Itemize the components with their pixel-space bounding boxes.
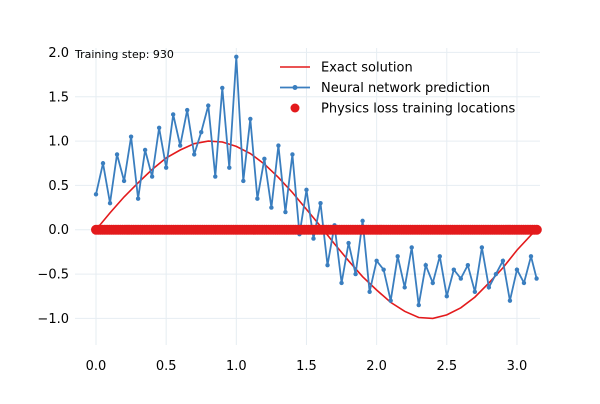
prediction-point: [388, 298, 393, 303]
prediction-point: [409, 245, 414, 250]
x-tick-label: 2.5: [436, 359, 457, 374]
prediction-point: [199, 130, 204, 135]
prediction-point: [192, 152, 197, 157]
x-tick-label: 1.5: [296, 359, 317, 374]
y-tick-label: 1.5: [48, 90, 69, 105]
prediction-point: [367, 289, 372, 295]
prediction-point: [262, 156, 267, 162]
prediction-point: [290, 152, 295, 157]
prediction-point: [507, 298, 513, 303]
prediction-point: [269, 205, 274, 210]
prediction-point: [444, 294, 449, 299]
data-layer: [91, 54, 542, 320]
x-tick-label: 0.0: [86, 359, 107, 374]
prediction-point: [206, 103, 211, 108]
prediction-point: [170, 112, 176, 117]
grid-layer: [75, 48, 540, 345]
prediction-point: [213, 174, 218, 179]
prediction-point: [276, 143, 281, 148]
prediction-point: [381, 267, 386, 272]
prediction-point: [339, 280, 344, 286]
y-tick-label: −0.5: [37, 268, 69, 283]
prediction-point: [283, 209, 288, 215]
y-tick-label: 0.0: [48, 223, 69, 238]
legend-label: Exact solution: [321, 61, 413, 76]
x-tick-label: 3.0: [507, 359, 528, 374]
x-tick-label: 1.0: [226, 359, 247, 374]
prediction-point: [500, 258, 506, 263]
legend-training-swatch: [290, 103, 300, 113]
prediction-point: [121, 178, 127, 184]
prediction-point: [521, 280, 527, 286]
prediction-point: [107, 200, 113, 206]
prediction-point: [346, 240, 351, 246]
prediction-point: [311, 236, 316, 241]
legend-label: Physics loss training locations: [321, 102, 516, 117]
prediction-point: [93, 192, 99, 197]
prediction-point: [479, 245, 485, 250]
y-tick-label: 2.0: [48, 46, 69, 61]
prediction-point: [248, 116, 253, 122]
legend-label: Neural network prediction: [321, 81, 490, 96]
legend-prediction-marker: [292, 85, 298, 90]
prediction-point: [185, 107, 190, 113]
prediction-point: [177, 143, 183, 148]
prediction-point: [360, 218, 365, 224]
prediction-point: [325, 263, 330, 268]
prediction-point: [458, 276, 464, 281]
prediction-point: [227, 165, 232, 170]
axis-layer: 0.0 0.5 1.0 1.5 2.0 2.5 3.0 −1.0 −0.5 0.0 0.5 1.0 1.…: [37, 46, 527, 374]
prediction-point: [100, 161, 106, 166]
prediction-point: [374, 258, 379, 263]
prediction-point: [135, 196, 141, 201]
prediction-point: [304, 187, 309, 193]
prediction-point: [514, 267, 520, 272]
prediction-point: [430, 280, 435, 286]
prediction-point: [437, 254, 442, 259]
prediction-point: [451, 267, 457, 272]
prediction-point: [318, 200, 323, 206]
y-tick-label: −1.0: [37, 312, 69, 327]
training-step-annotation: Training step: 930: [74, 48, 174, 61]
prediction-point: [142, 147, 148, 153]
prediction-line: [95, 56, 538, 306]
y-tick-label: 1.0: [48, 135, 69, 150]
prediction-point: [423, 263, 428, 268]
prediction-point: [402, 285, 407, 290]
prediction-point: [534, 276, 539, 281]
prediction-point: [353, 271, 358, 277]
prediction-point: [528, 254, 534, 259]
prediction-point: [472, 289, 478, 295]
prediction-point: [234, 54, 239, 60]
prediction-point: [241, 178, 246, 184]
prediction-point: [465, 263, 471, 268]
prediction-point: [493, 271, 499, 277]
prediction-point: [149, 174, 155, 179]
prediction-point: [486, 285, 492, 290]
prediction-point: [114, 152, 120, 157]
prediction-point: [395, 254, 400, 259]
prediction-point: [255, 196, 260, 201]
prediction-point: [416, 302, 421, 308]
legend: Exact solution Neural network prediction P…: [280, 61, 516, 117]
prediction-point: [220, 85, 225, 91]
prediction-point: [163, 165, 169, 170]
x-tick-label: 0.5: [156, 359, 177, 374]
prediction-point: [156, 125, 162, 130]
y-tick-label: 0.5: [48, 179, 69, 194]
training-location-point: [531, 224, 542, 235]
prediction-point: [128, 134, 134, 139]
x-tick-label: 2.0: [366, 359, 387, 374]
